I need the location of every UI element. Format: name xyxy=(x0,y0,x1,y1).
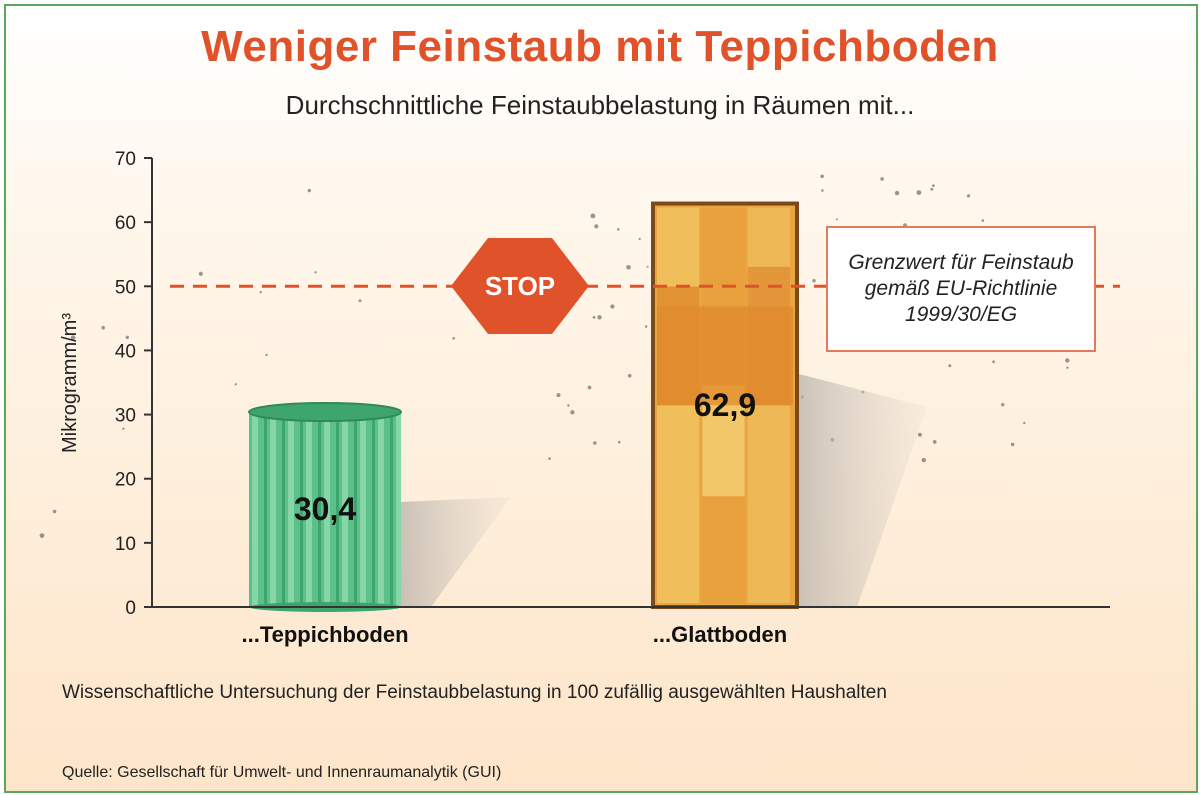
dust-particle xyxy=(592,316,596,319)
y-tick-label: 50 xyxy=(115,277,136,298)
y-tick-label: 10 xyxy=(115,534,136,555)
dust-particle xyxy=(917,432,922,437)
dust-particle xyxy=(314,271,317,274)
category-label: ...Glattboden xyxy=(653,622,787,647)
dust-particle xyxy=(610,304,615,309)
dust-particle xyxy=(452,337,456,340)
threshold-label-box: Grenzwert für Feinstaub gemäß EU-Richtli… xyxy=(826,226,1096,352)
bar-shadow xyxy=(797,373,927,607)
data-labels: 30,4 62,9 xyxy=(294,387,756,527)
dust-particle xyxy=(638,237,641,240)
dust-particle xyxy=(593,441,597,445)
dust-particle xyxy=(556,393,561,398)
category-label: ...Teppichboden xyxy=(241,622,408,647)
dust-particle xyxy=(981,219,985,222)
y-tick-label: 60 xyxy=(115,213,136,234)
carpet-roll-top xyxy=(248,402,402,423)
dust-particle xyxy=(930,187,934,191)
y-tick-label: 0 xyxy=(125,598,136,619)
dust-particle xyxy=(259,291,262,294)
dust-particle xyxy=(835,218,838,221)
y-tick-label: 70 xyxy=(115,149,136,170)
dust-particle xyxy=(590,213,596,219)
dust-particle xyxy=(570,410,575,415)
value-label: 62,9 xyxy=(694,387,756,423)
dust-particle xyxy=(101,325,105,330)
stop-sign: STOP xyxy=(451,238,589,334)
threshold-label: Grenzwert für Feinstaub gemäß EU-Richtli… xyxy=(848,251,1074,326)
carpet-roll-body xyxy=(249,412,401,607)
dust-particle xyxy=(358,299,362,303)
dust-particle xyxy=(646,265,649,268)
chart-frame xyxy=(4,4,1198,793)
y-axis-label: Mikrogramm/m³ xyxy=(59,313,81,453)
dust-particle xyxy=(821,189,824,192)
bar-shadow xyxy=(401,497,511,607)
dust-particle xyxy=(627,373,632,378)
dust-particle xyxy=(880,177,884,181)
dust-particle xyxy=(1001,403,1005,407)
dust-particle xyxy=(1010,442,1015,447)
dust-particle xyxy=(122,427,125,430)
dust-particle xyxy=(597,315,602,320)
y-tick-label: 40 xyxy=(115,341,136,362)
bar-shadows xyxy=(401,373,927,607)
dust-particle xyxy=(587,385,592,390)
dust-particle xyxy=(948,364,952,368)
dust-particle xyxy=(894,190,900,196)
dust-particle xyxy=(70,335,76,341)
dust-particle xyxy=(932,440,937,444)
dust-particle xyxy=(626,265,631,270)
dust-particle xyxy=(198,271,203,276)
bars xyxy=(248,201,799,612)
dust-particle xyxy=(307,188,311,193)
dust-particle xyxy=(921,457,926,463)
dust-particle xyxy=(966,194,971,198)
dust-particle xyxy=(820,174,824,179)
dust-particle xyxy=(617,228,620,231)
bar-teppichboden xyxy=(248,402,402,612)
dust-particle xyxy=(916,190,922,196)
dust-particle xyxy=(1065,358,1070,363)
dust-particle xyxy=(39,533,45,538)
dust-particle xyxy=(992,360,995,364)
chart-title: Weniger Feinstaub mit Teppichboden xyxy=(201,22,999,71)
dust-particle xyxy=(617,440,621,444)
dust-particle xyxy=(548,457,551,460)
dust-particle xyxy=(265,353,268,357)
dust-particle xyxy=(594,224,599,229)
chart-subtitle: Durchschnittliche Feinstaubbelastung in … xyxy=(285,90,915,120)
dust-particle xyxy=(932,184,935,188)
stop-sign-text: STOP xyxy=(485,271,555,301)
footnote: Wissenschaftliche Untersuchung der Feins… xyxy=(62,682,887,703)
category-labels: ...Teppichboden ...Glattboden xyxy=(241,622,787,647)
dust-particle xyxy=(644,325,648,328)
stop-octagon xyxy=(451,238,589,334)
y-tick-label: 20 xyxy=(115,470,136,491)
bar-glattboden xyxy=(651,201,799,609)
source-note: Quelle: Gesellschaft für Umwelt- und Inn… xyxy=(62,764,502,781)
dust-particle xyxy=(1023,421,1026,425)
dust-particle xyxy=(125,335,129,339)
y-axis-ticks: 0 10 20 30 40 50 60 70 xyxy=(115,149,152,619)
dust-particle xyxy=(567,404,570,407)
wood-band xyxy=(657,306,793,406)
dust-particle xyxy=(812,279,816,283)
y-tick-label: 30 xyxy=(115,406,136,427)
dust-particle xyxy=(1066,366,1069,369)
dust-particle xyxy=(52,509,57,514)
dust-particle xyxy=(234,383,237,386)
value-label: 30,4 xyxy=(294,491,356,527)
